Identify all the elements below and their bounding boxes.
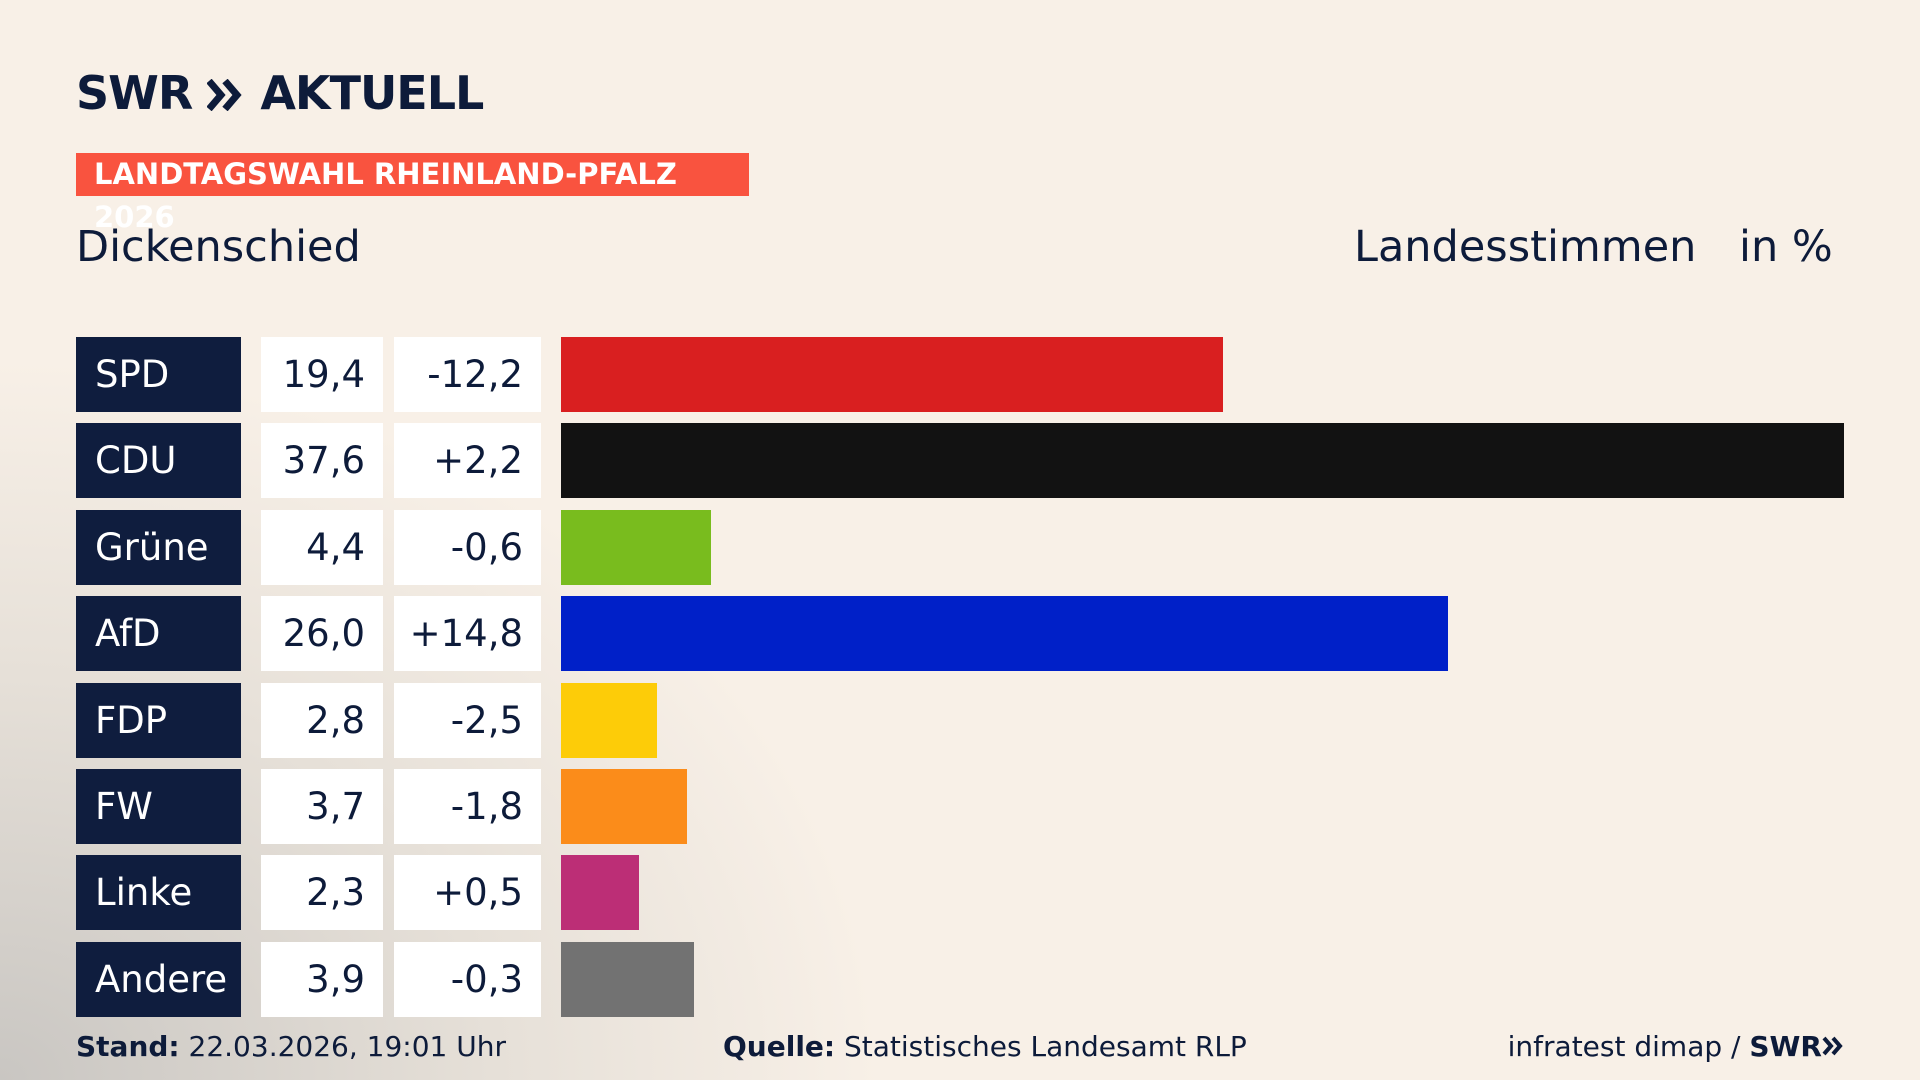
footer-credit: infratest dimap / SWR [1508,1030,1844,1063]
party-label: Grüne [76,509,241,585]
row: Andere 3,9 -0,3 [0,941,1920,1017]
source-label: Quelle: [723,1030,836,1063]
credit: infratest dimap / [1507,1030,1741,1063]
stand-label: Stand: [76,1030,180,1063]
value-label: 3,9 [261,941,383,1017]
value-label: 2,8 [261,682,383,758]
value-label: 3,7 [261,769,383,844]
row: Linke 2,3 +0,5 [0,855,1920,931]
footer-source: Quelle: Statistisches Landesamt RLP [723,1030,1247,1063]
stand: 22.03.2026, 19:01 Uhr [188,1030,506,1063]
value-label: 37,6 [261,423,383,499]
tag: LANDTAGSWAHL RHEINLAND-PFALZ 2026 [76,153,749,234]
logo: SWR AKTUELL [76,66,484,120]
unit: in % [1739,222,1833,272]
bar [561,596,1449,672]
party-label: CDU [76,423,241,499]
row: FW 3,7 -1,8 [0,769,1920,844]
change-label: -2,5 [394,682,541,758]
value-label: 26,0 [261,596,383,672]
bar [561,941,695,1017]
row: SPD 19,4 -12,2 [0,337,1920,412]
party-label: FW [76,769,241,844]
row: Grüne 4,4 -0,6 [0,509,1920,585]
bar [561,682,657,758]
chart-subtitle: Landesstimmen [1354,222,1697,272]
party-label: AfD [76,596,241,672]
change-label: -0,6 [394,509,541,585]
logo-suffix: AKTUELL [260,66,484,120]
change-label: -1,8 [394,769,541,844]
value-label: 2,3 [261,855,383,931]
bar [561,769,688,844]
change-label: -12,2 [394,337,541,412]
change-label: -0,3 [394,941,541,1017]
row: AfD 26,0 +14,8 [0,596,1920,672]
bar [561,509,712,585]
source: Statistisches Landesamt RLP [844,1030,1247,1063]
party-label: FDP [76,682,241,758]
logo-chevrons [206,78,242,112]
party-label: SPD [76,337,241,412]
change-label: +14,8 [394,596,541,672]
credit-brand: SWR [1749,1030,1822,1063]
row: CDU 37,6 +2,2 [0,423,1920,499]
logo-brand: SWR [76,66,193,120]
chart-title: Dickenschied [76,222,361,272]
bar [561,337,1223,412]
bar [561,855,640,931]
bar [561,423,1844,499]
change-label: +2,2 [394,423,541,499]
footer-stand: Stand: 22.03.2026, 19:01 Uhr [76,1030,506,1063]
value-label: 4,4 [261,509,383,585]
value-label: 19,4 [261,337,383,412]
party-label: Linke [76,855,241,931]
row: FDP 2,8 -2,5 [0,682,1920,758]
change-label: +0,5 [394,855,541,931]
credit-chevrons [1822,1036,1843,1056]
party-label: Andere [76,941,241,1017]
